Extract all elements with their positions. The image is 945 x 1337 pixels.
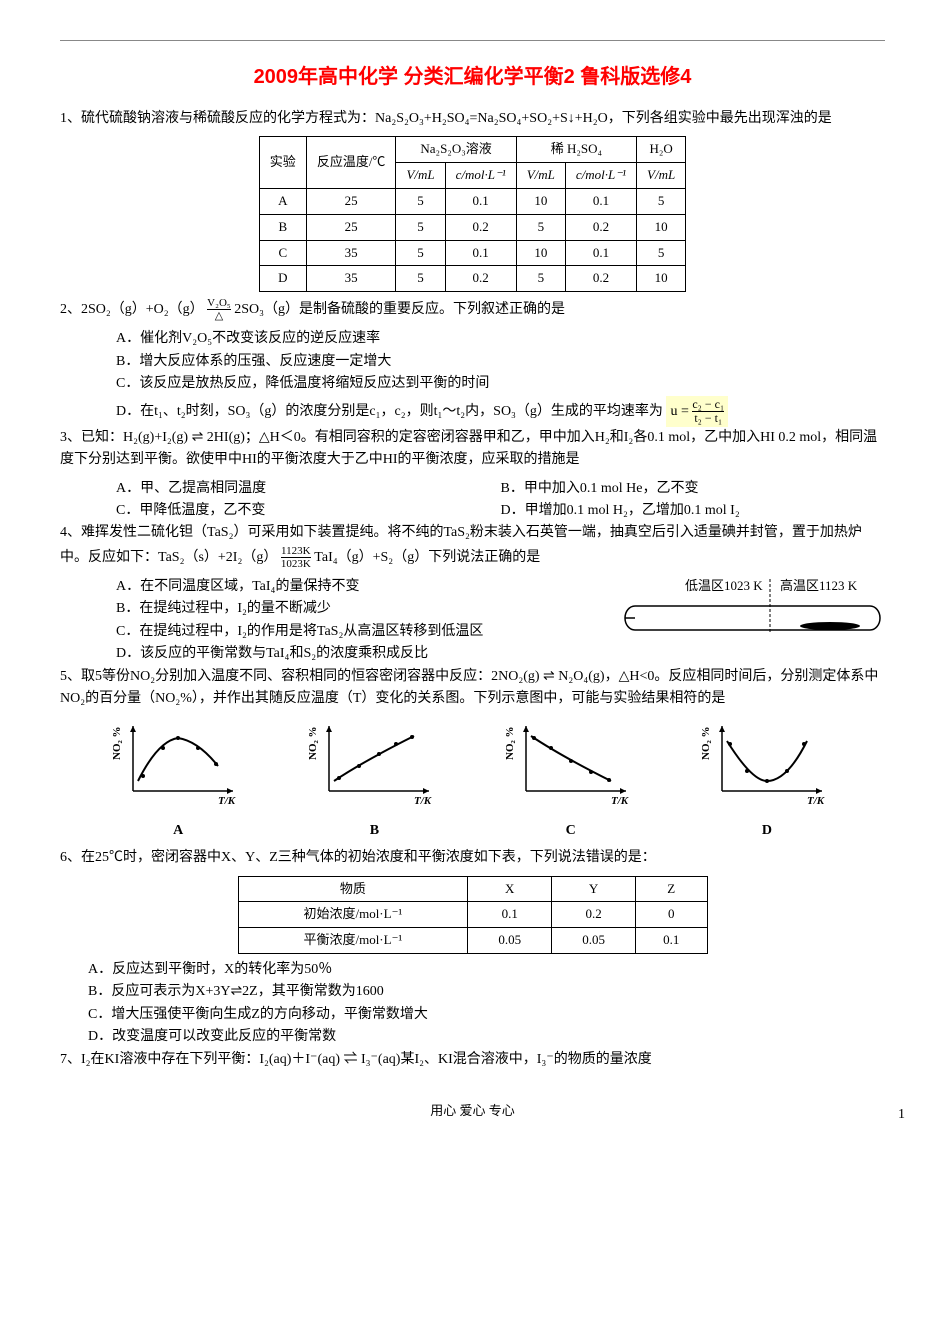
svg-text:NO₂ %: NO₂ % xyxy=(504,727,516,761)
q6-opt-b: B．反应可表示为X+3Y⇌2Z，其平衡常数为1600 xyxy=(60,981,885,1003)
svg-text:NO₂ %: NO₂ % xyxy=(111,727,123,761)
q3-opt-a: A．甲、乙提高相同温度 xyxy=(116,478,501,500)
question-3: 3、已知：H₂(g)+I₂(g) ⇌ 2HI(g)；△H＜0。有相同容积的定容密… xyxy=(60,427,885,472)
tube-diagram: 低温区1023 K 高温区1123 K xyxy=(605,576,885,646)
q2-opt-b: B．增大反应体系的压强、反应速度一定增大 xyxy=(60,351,885,373)
q6-table: 物质XYZ 初始浓度/mol·L⁻¹0.10.20 平衡浓度/mol·L⁻¹0.… xyxy=(238,876,708,954)
svg-text:T/K: T/K xyxy=(807,795,825,807)
q6-opt-d: D．改变温度可以改变此反应的平衡常数 xyxy=(60,1026,885,1048)
svg-text:NO₂ %: NO₂ % xyxy=(700,727,712,761)
document-title: 2009年高中化学 分类汇编化学平衡2 鲁科版选修4 xyxy=(60,61,885,93)
svg-text:T/K: T/K xyxy=(414,795,432,807)
question-5: 5、取5等份NO₂分别加入温度不同、容积相同的恒容密闭容器中反应：2NO₂(g)… xyxy=(60,666,885,711)
q3-opt-d: D．甲增加0.1 mol H₂，乙增加0.1 mol I₂ xyxy=(501,500,886,522)
footer-text: 用心 爱心 专心 xyxy=(60,1101,885,1122)
question-4: 4、难挥发性二硫化钽（TaS₂）可采用如下装置提纯。将不纯的TaS₂粉末装入石英… xyxy=(60,522,885,570)
q4-opt-d: D．该反应的平衡常数与TaI₄和S₂的浓度乘积成反比 xyxy=(60,643,885,665)
question-1: 1、硫代硫酸钠溶液与稀硫酸反应的化学方程式为：Na₂S₂O₃+H₂SO₄=Na₂… xyxy=(60,108,885,130)
q2-opt-a: A．催化剂V₂O₅不改变该反应的逆反应速率 xyxy=(60,328,885,350)
svg-text:高温区1123 K: 高温区1123 K xyxy=(780,578,858,593)
q1-table: 实验 反应温度/℃ Na₂S₂O₃溶液 稀 H₂SO₄ H₂O V/mL c/m… xyxy=(259,136,686,292)
q5-charts: NO₂ % T/K A NO₂ % T/K B NO₂ % T/K xyxy=(60,716,885,842)
q3-opt-c: C．甲降低温度，乙不变 xyxy=(116,500,501,522)
page-number: 1 xyxy=(898,1104,905,1126)
q3-opt-b: B．甲中加入0.1 mol He，乙不变 xyxy=(501,478,886,500)
q2-opt-d: D．在t₁、t₂时刻，SO₃（g）的浓度分别是c₁，c₂，则t₁～t₂内，SO₃… xyxy=(60,396,885,427)
question-7: 7、I₂在KI溶液中存在下列平衡：I₂(aq)＋I⁻(aq) ⇌ I₃⁻(aq)… xyxy=(60,1049,885,1071)
q2-opt-c: C．该反应是放热反应，降低温度将缩短反应达到平衡的时间 xyxy=(60,373,885,395)
svg-text:低温区1023 K: 低温区1023 K xyxy=(685,578,763,593)
svg-text:NO₂ %: NO₂ % xyxy=(307,727,319,761)
q6-opt-c: C．增大压强使平衡向生成Z的方向移动，平衡常数增大 xyxy=(60,1004,885,1026)
question-6: 6、在25℃时，密闭容器中X、Y、Z三种气体的初始浓度和平衡浓度如下表，下列说法… xyxy=(60,847,885,869)
q6-opt-a: A．反应达到平衡时，X的转化率为50％ xyxy=(60,959,885,981)
question-2: 2、2SO₂（g）+O₂（g） V₂O₅ △ 2SO₃（g）是制备硫酸的重要反应… xyxy=(60,297,885,322)
svg-text:T/K: T/K xyxy=(218,795,236,807)
svg-text:T/K: T/K xyxy=(611,795,629,807)
